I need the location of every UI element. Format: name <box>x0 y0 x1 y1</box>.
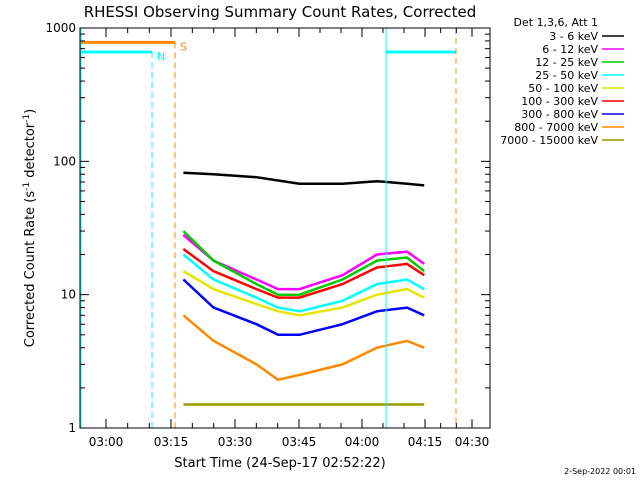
y-label-main: Corrected Count Rate (s <box>23 191 38 348</box>
series-layer <box>182 171 425 406</box>
x-tick-label: 03:30 <box>218 435 253 449</box>
series-line-4 <box>182 270 425 317</box>
y-tick-label: 1000 <box>45 21 76 35</box>
legend-label-4: 50 - 100 keV <box>528 82 598 95</box>
flag-label-0: N <box>157 50 165 63</box>
series-line-7 <box>182 314 425 382</box>
y-label-sup1: -1 <box>22 182 32 191</box>
x-axis: 03:00 03:15 03:30 03:45 04:00 04:15 04:30 <box>89 28 490 449</box>
series-line-5 <box>182 247 425 299</box>
legend-label-6: 300 - 800 keV <box>521 108 598 121</box>
y-tick-label: 100 <box>53 154 76 168</box>
series-line-3 <box>182 253 425 313</box>
y-tick-label: 1 <box>68 421 76 435</box>
legend-label-8: 7000 - 15000 keV <box>500 134 598 147</box>
x-tick-label: 03:45 <box>282 435 317 449</box>
series-line-0 <box>183 171 425 187</box>
plot-frame <box>79 27 491 429</box>
x-tick-label: 04:30 <box>455 435 490 449</box>
x-axis-label: Start Time (24-Sep-17 02:52:22) <box>174 456 385 471</box>
footer-date: 2-Sep-2022 00:01 <box>564 467 636 476</box>
legend-label-1: 6 - 12 keV <box>542 43 598 56</box>
x-tick-label: 04:00 <box>345 435 380 449</box>
x-tick-label: 03:15 <box>154 435 189 449</box>
flag-label-1: S <box>180 40 187 53</box>
y-label-sup2: -1 <box>22 114 32 123</box>
y-axis-label: Corrected Count Rate (s-1 detector-1) <box>22 109 38 347</box>
x-tick-label: 04:15 <box>408 435 443 449</box>
y-label-mid: detector <box>23 122 38 182</box>
y-label-end: ) <box>23 109 38 114</box>
y-tick-label: 10 <box>61 288 76 302</box>
y-axis: 1 10 100 1000 <box>45 21 490 435</box>
series-line-1 <box>182 234 425 291</box>
flag-layer: NS <box>80 28 457 428</box>
legend-label-3: 25 - 50 keV <box>535 69 598 82</box>
series-line-2 <box>182 230 425 296</box>
legend-label-7: 800 - 7000 keV <box>514 121 598 134</box>
legend-header: Det 1,3,6, Att 1 <box>514 16 598 29</box>
legend-label-2: 12 - 25 keV <box>535 56 598 69</box>
series-line-6 <box>182 278 425 337</box>
legend-label-5: 100 - 300 keV <box>521 95 598 108</box>
legend-label-0: 3 - 6 keV <box>549 30 598 43</box>
chart-title: RHESSI Observing Summary Count Rates, Co… <box>84 3 477 21</box>
x-tick-label: 03:00 <box>89 435 124 449</box>
